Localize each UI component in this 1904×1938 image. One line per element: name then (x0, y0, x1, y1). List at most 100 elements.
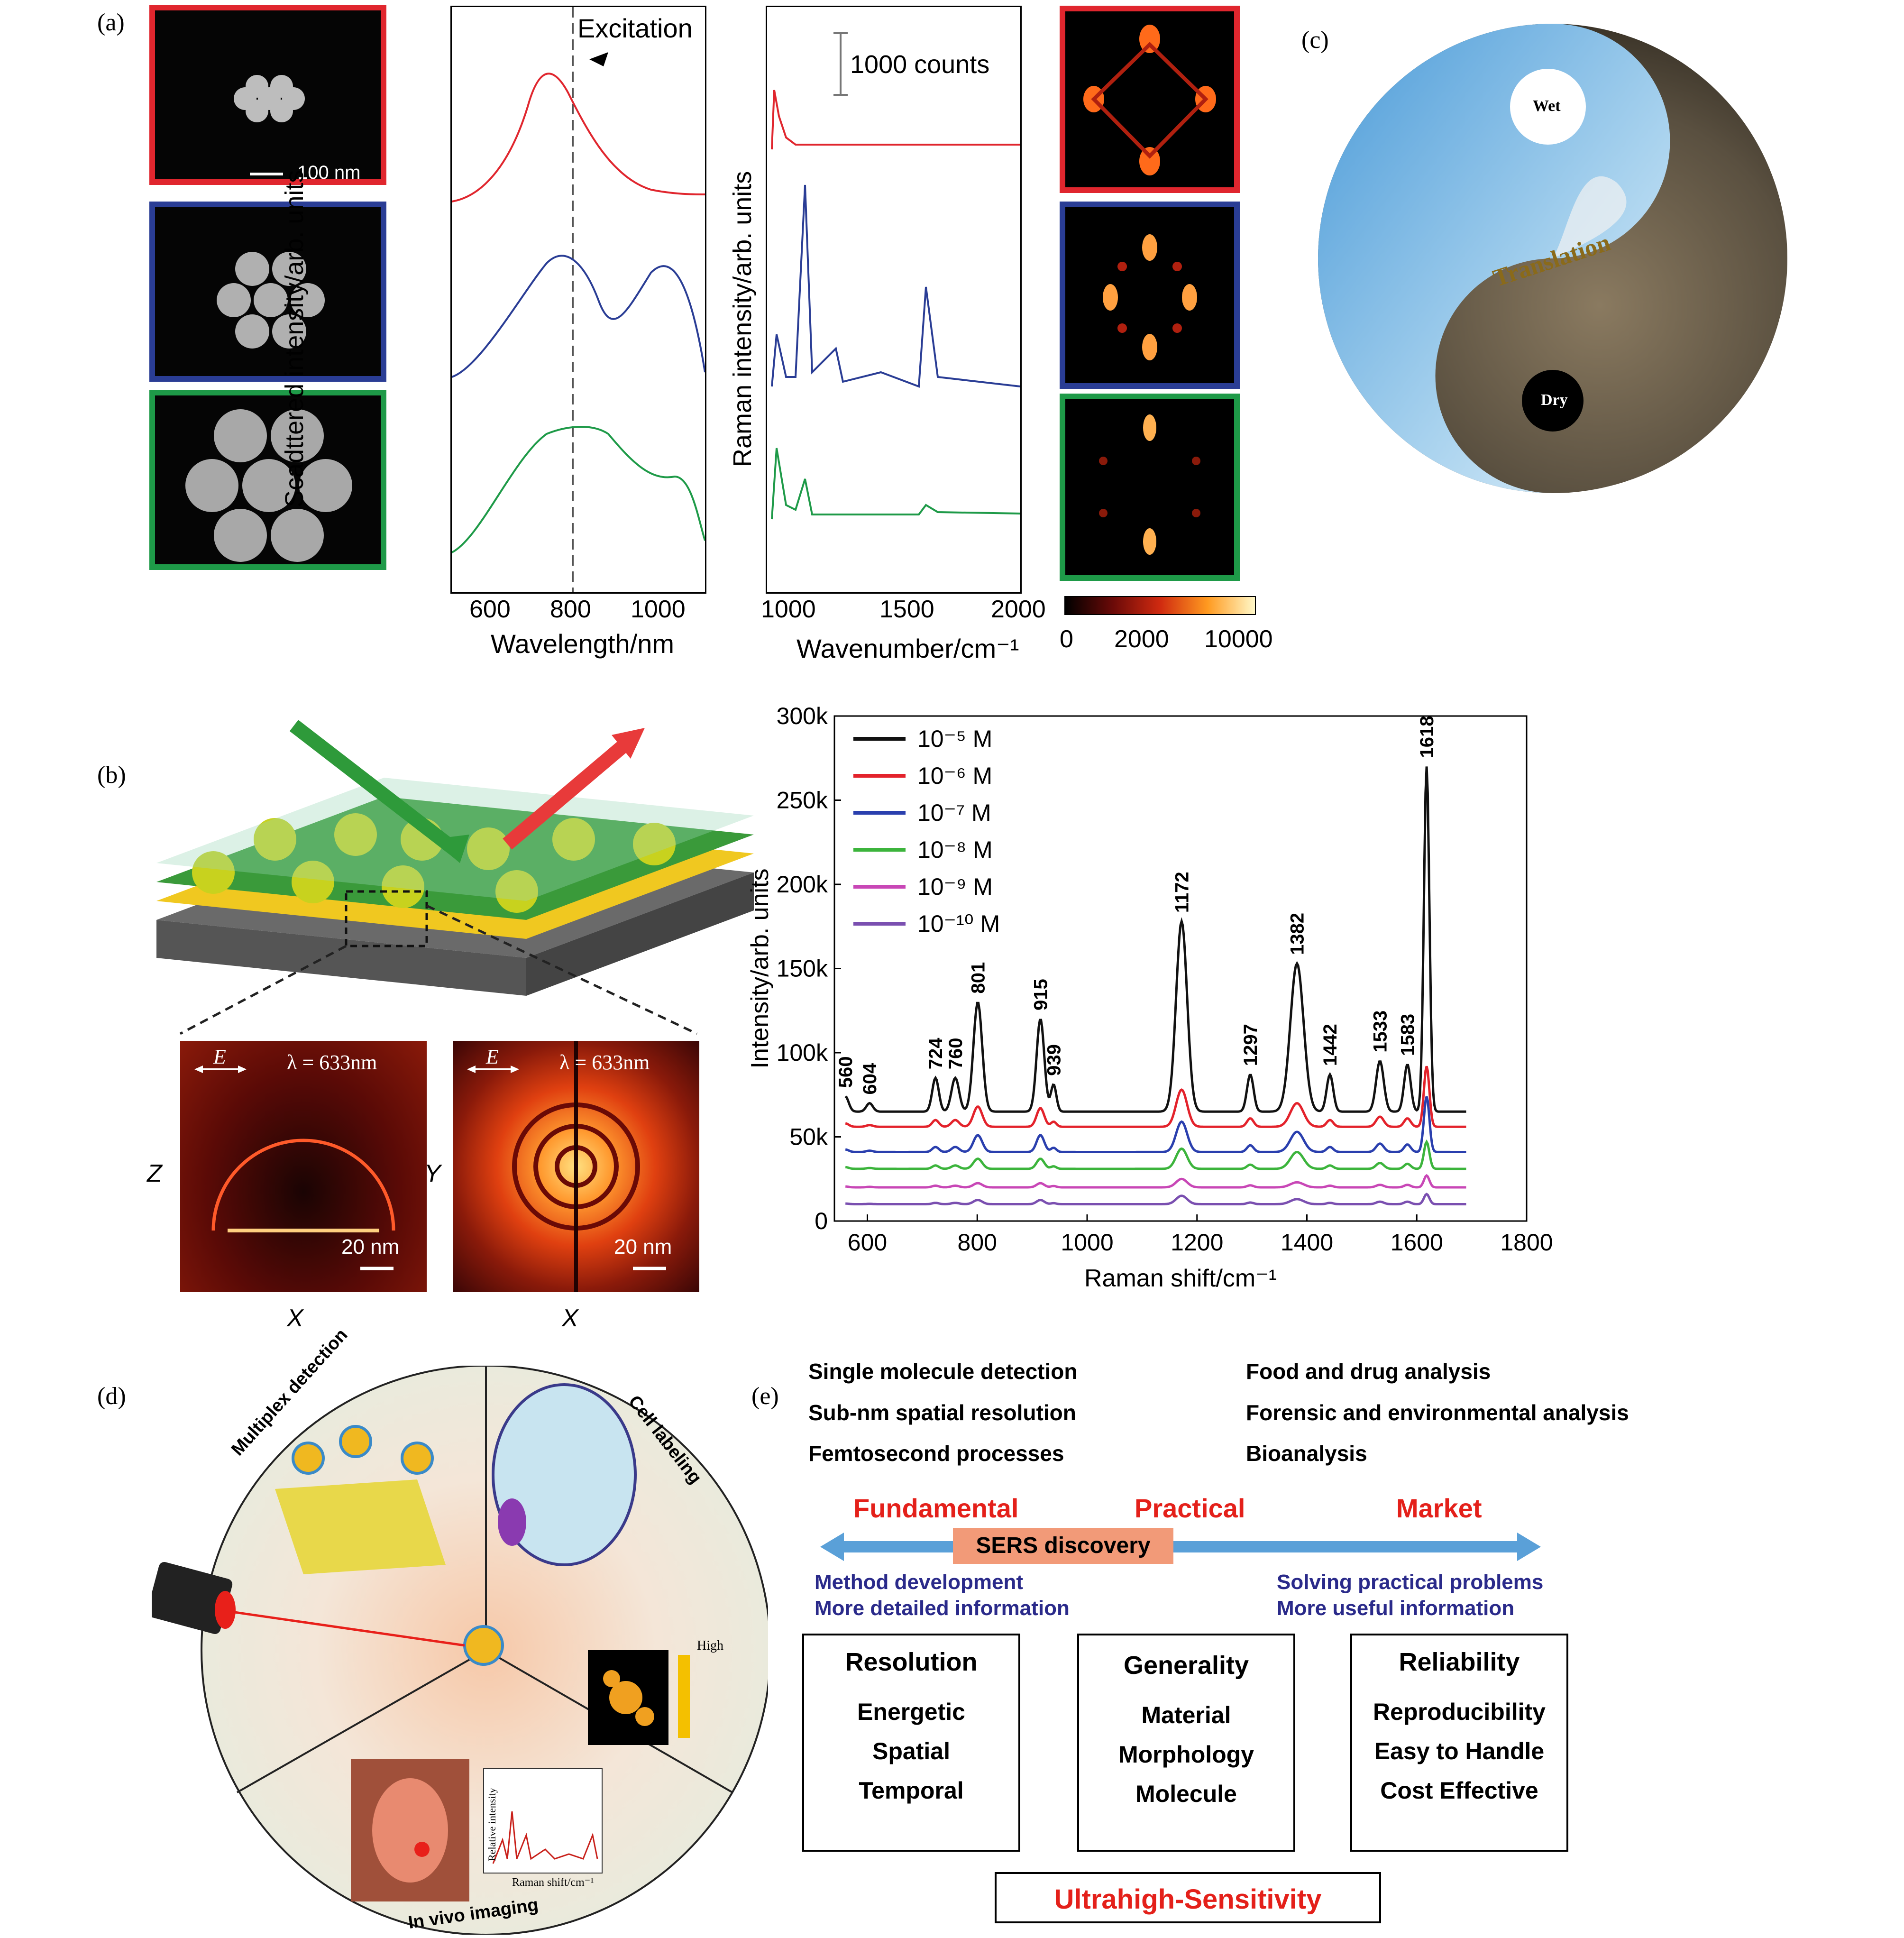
peak-label: 1618 (1417, 716, 1437, 758)
y-tick-label: 300k (777, 703, 828, 729)
useful-information-note: More useful information (1277, 1597, 1515, 1620)
x-tick-label: 1200 (1171, 1229, 1223, 1256)
raman-shift-label-d: Raman shift/cm⁻¹ (512, 1876, 594, 1889)
peak-label: 604 (860, 1063, 880, 1094)
market-label: Market (1396, 1493, 1482, 1523)
y-tick-label: 50k (789, 1124, 828, 1150)
panel-label-e: (e) (751, 1383, 779, 1410)
practical-problems-note: Solving practical problems (1277, 1571, 1544, 1594)
colorbar-tick-10000: 10000 (1204, 625, 1273, 653)
peak-label: 1583 (1398, 1014, 1419, 1056)
series-line (845, 1193, 1466, 1205)
series-line (845, 1139, 1466, 1170)
resolution-box: Resolution Energetic Spatial Temporal (802, 1634, 1020, 1852)
sem-image-heptamer-small: 100 nm (149, 5, 386, 185)
x-axis-label: Raman shift/cm⁻¹ (1084, 1265, 1277, 1292)
reliability-item-3: Cost Effective (1380, 1777, 1538, 1804)
resolution-title: Resolution (845, 1648, 978, 1676)
y-tick-label: 200k (777, 871, 828, 898)
raman-curve-red (771, 90, 1020, 150)
scattering-y-label: Scadttered intensity/arb. units (280, 170, 309, 507)
raman-curve-green (771, 448, 1021, 520)
panel-label-c: (c) (1301, 27, 1329, 54)
axis-label-x-right: X (562, 1304, 578, 1332)
field-map-red (1060, 6, 1240, 193)
generality-item-2: Morphology (1118, 1741, 1254, 1768)
scattering-curve-red (451, 73, 705, 202)
peak-label: 801 (968, 962, 989, 994)
fundamental-label: Fundamental (853, 1493, 1019, 1523)
reliability-box: Reliability Reproducibility Easy to Hand… (1350, 1634, 1568, 1852)
x-tick-label: 1600 (1391, 1229, 1443, 1256)
raman-y-label: Raman intensity/arb. units (728, 171, 757, 467)
scattering-x-label: Wavelength/nm (491, 629, 674, 659)
generality-item-1: Material (1141, 1702, 1231, 1728)
panel-label-d: (d) (97, 1383, 126, 1410)
field-map-blue (1060, 202, 1240, 389)
scattering-curve-green (451, 426, 706, 553)
sem-image-heptamer-large (149, 390, 386, 570)
x-tick-label: 600 (848, 1229, 887, 1256)
panel-label-a: (a) (97, 9, 125, 36)
resolution-item-2: Spatial (872, 1738, 950, 1764)
peak-label: 724 (925, 1038, 946, 1069)
series-line (844, 766, 1466, 1113)
peak-label: 1382 (1287, 913, 1308, 955)
field-map-xz: E λ = 633nm 20 nm (180, 1041, 427, 1292)
x-tick-label: 1400 (1281, 1229, 1333, 1256)
wet-label: Wet (1533, 97, 1561, 115)
generality-title: Generality (1123, 1651, 1249, 1680)
excitation-arrow-icon (589, 52, 608, 66)
scattering-tick-1000: 1000 (631, 596, 686, 623)
reliability-title: Reliability (1399, 1648, 1520, 1676)
axis-label-y: Y (424, 1160, 441, 1187)
colorbar-tick-0: 0 (1060, 625, 1073, 653)
scattering-curve-blue (451, 255, 706, 378)
high-label: High (697, 1638, 723, 1653)
field-map-xy: E λ = 633nm 20 nm (453, 1041, 699, 1292)
peak-label: 560 (835, 1056, 856, 1088)
relative-intensity-label: Relative intensity (486, 1788, 498, 1861)
wavelength-label-xy: λ = 633nm (559, 1051, 650, 1074)
peak-label: 760 (945, 1038, 966, 1069)
application-left-3: Femtosecond processes (808, 1441, 1064, 1466)
method-development-note: Method development (815, 1571, 1024, 1594)
raman-tick-1000: 1000 (761, 596, 816, 623)
axis-label-z: Z (147, 1160, 162, 1187)
y-tick-label: 0 (815, 1208, 828, 1234)
legend-label: 10⁻⁵ M (917, 726, 992, 752)
legend-label: 10⁻¹⁰ M (917, 910, 1000, 937)
sers-chart-svg: 600 800 1000 1200 1400 1600 1800 0 50k 100k 150k 20… (746, 703, 1553, 1292)
scale-bar-label-xz: 20 nm (341, 1235, 400, 1258)
axis-label-x-left: X (287, 1304, 303, 1332)
legend-label: 10⁻⁶ M (917, 762, 992, 789)
legend-label: 10⁻⁹ M (917, 873, 993, 900)
y-tick-label: 150k (777, 955, 828, 982)
sers-discovery-box: SERS discovery (953, 1528, 1173, 1564)
colorbar (1064, 596, 1256, 615)
panel-label-b: (b) (97, 762, 126, 789)
sem-image-heptamer-medium (149, 202, 386, 382)
wavelength-label-xz: λ = 633nm (287, 1051, 377, 1074)
raman-spectra-plot: 1000 counts (766, 6, 1022, 594)
application-right-2: Forensic and environmental analysis (1246, 1400, 1629, 1425)
generality-item-3: Molecule (1135, 1781, 1237, 1807)
peak-label: 939 (1044, 1044, 1064, 1076)
peak-label: 1533 (1370, 1010, 1391, 1053)
series-line (845, 1174, 1466, 1189)
peak-label: 1297 (1240, 1024, 1261, 1066)
application-right-1: Food and drug analysis (1246, 1359, 1491, 1384)
practical-label: Practical (1135, 1493, 1245, 1523)
raman-tick-1500: 1500 (879, 596, 934, 623)
y-axis-label: Intensity/arb. units (746, 869, 774, 1069)
ultrahigh-sensitivity-box: Ultrahigh-Sensitivity (995, 1872, 1381, 1923)
peak-label: 1442 (1320, 1024, 1341, 1066)
e-field-label-xy: E (486, 1045, 499, 1068)
raman-curve-blue (771, 184, 1021, 388)
legend-label: 10⁻⁷ M (917, 799, 991, 826)
wet-dry-yinyang-image: Wet Dry Translation (1313, 12, 1792, 505)
resolution-item-1: Energetic (857, 1699, 965, 1725)
sers-substrate-schematic (156, 683, 754, 1043)
series-line (845, 1065, 1466, 1128)
application-left-2: Sub-nm spatial resolution (808, 1400, 1076, 1425)
